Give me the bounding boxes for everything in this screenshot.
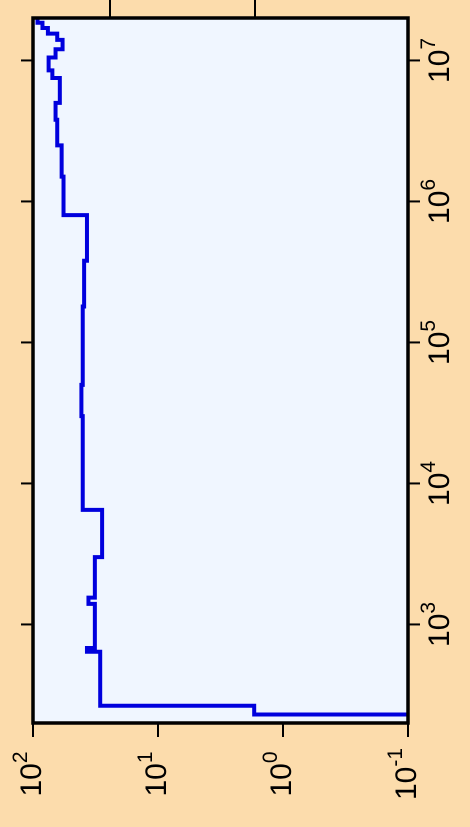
series-line-0 — [35, 18, 408, 717]
x-tick-label-2-base: 10 — [423, 332, 456, 365]
y-tick-label-0: 102 — [9, 751, 48, 796]
x-tick-label-2-exponent: 5 — [417, 320, 440, 332]
x-tick-label-2: 105 — [417, 320, 456, 365]
y-tick-label-1-base: 10 — [140, 763, 173, 796]
y-tick-label-3-exponent: -1 — [384, 748, 407, 767]
x-tick-label-3: 106 — [417, 179, 456, 224]
y-tick-label-2-exponent: 0 — [259, 751, 282, 763]
y-tick-label-2-base: 10 — [265, 763, 298, 796]
y-tick-label-0-exponent: 2 — [9, 751, 32, 763]
x-tick-label-4-exponent: 7 — [417, 38, 440, 50]
y-tick-label-2: 100 — [259, 751, 298, 796]
plot-area — [33, 18, 408, 723]
x-tick-label-1-base: 10 — [423, 473, 456, 506]
x-tick-label-0-base: 10 — [423, 614, 456, 647]
x-tick-label-4-base: 10 — [423, 50, 456, 83]
y-tick-label-1-exponent: 1 — [134, 751, 157, 763]
x-tick-label-1: 104 — [417, 461, 456, 506]
x-tick-label-0: 103 — [417, 602, 456, 647]
x-tick-label-3-exponent: 6 — [417, 179, 440, 191]
x-tick-label-1-exponent: 4 — [417, 461, 440, 473]
y-tick-label-3: 10-1 — [384, 748, 423, 800]
x-tick-label-0-exponent: 3 — [417, 602, 440, 614]
plot-frame — [31, 16, 410, 725]
y-tick-label-3-base: 10 — [390, 767, 423, 800]
y-tick-label-1: 101 — [134, 751, 173, 796]
y-tick-label-0-base: 10 — [15, 763, 48, 796]
x-tick-label-4: 107 — [417, 38, 456, 83]
x-tick-label-3-base: 10 — [423, 191, 456, 224]
series-layer — [35, 18, 408, 717]
